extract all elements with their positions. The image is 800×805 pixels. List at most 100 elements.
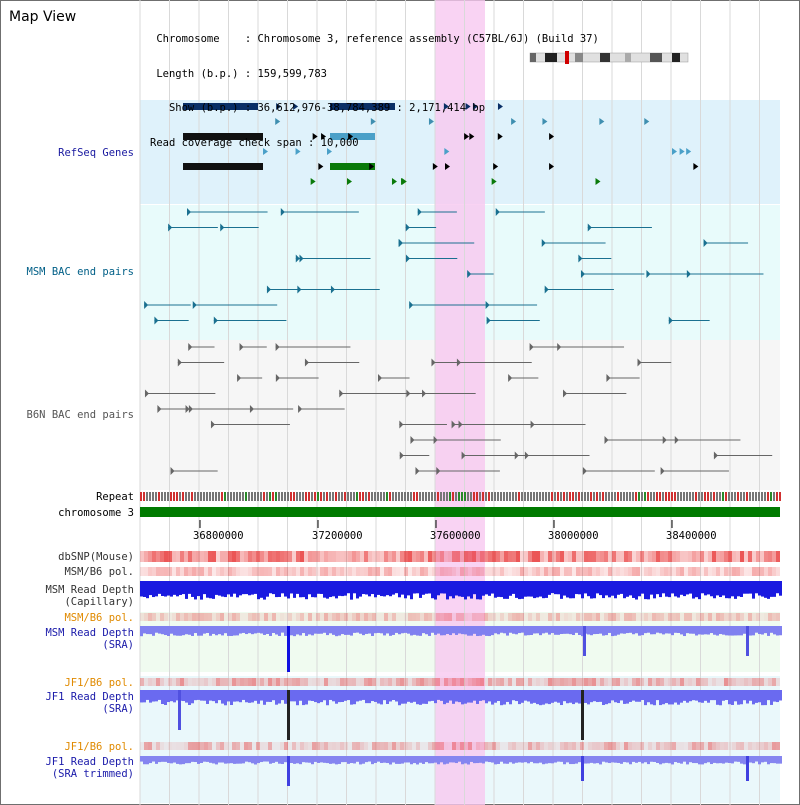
heat-segment (636, 678, 640, 686)
repeat-segment (236, 492, 238, 501)
heat-segment (360, 567, 364, 576)
track-label-jf1-depth-sra[interactable]: JF1 Read Depth (45, 691, 134, 703)
heat-segment (340, 613, 344, 621)
heat-segment (652, 551, 656, 562)
gene-arrow (293, 103, 299, 110)
track-label-jf1-b6-pol[interactable]: JF1/B6 pol. (64, 677, 134, 689)
heat-segment (508, 742, 512, 750)
depth-bar (209, 626, 212, 636)
heat-segment (480, 551, 484, 562)
gene-arrow (348, 133, 354, 140)
depth-bar (224, 690, 227, 706)
repeat-segment (356, 492, 358, 501)
track-label-msm-bac[interactable]: MSM BAC end pairs (26, 266, 134, 278)
track-label-msm-depth-cap[interactable]: MSM Read Depth (45, 584, 134, 596)
depth-bar (251, 626, 254, 635)
heat-segment (256, 567, 260, 576)
repeat-segment (608, 492, 610, 501)
repeat-segment (461, 492, 463, 501)
gene-arrow (465, 103, 471, 110)
depth-bar (356, 626, 359, 633)
depth-bar (380, 756, 383, 763)
track-label-refseq[interactable]: RefSeq Genes (58, 147, 134, 159)
heat-segment (672, 551, 676, 562)
depth-bar (707, 756, 710, 763)
heat-segment (588, 678, 592, 686)
track-label-b6n-bac[interactable]: B6N BAC end pairs (26, 409, 134, 421)
heat-segment (280, 742, 284, 750)
depth-bar (179, 756, 182, 765)
track-label-chromosome[interactable]: chromosome 3 (58, 507, 134, 519)
depth-bar (323, 626, 326, 633)
depth-bar (767, 756, 770, 765)
heat-segment (580, 678, 584, 686)
track-label-msm-depth-sra[interactable]: MSM Read Depth (45, 627, 134, 639)
depth-bar (674, 690, 677, 703)
bac-end-marker (239, 343, 244, 351)
heat-segment (588, 551, 592, 562)
depth-bar (263, 581, 266, 600)
depth-bar (455, 756, 458, 764)
heat-segment (252, 742, 256, 750)
track-label-jf1-depth-trim[interactable]: JF1 Read Depth (45, 756, 134, 768)
heat-segment (272, 567, 276, 576)
depth-bar (365, 581, 368, 595)
repeat-segment (314, 492, 316, 501)
heat-segment (408, 613, 412, 621)
depth-bar (188, 581, 191, 594)
track-label-repeat[interactable]: Repeat (96, 491, 134, 503)
depth-bar (590, 626, 593, 636)
depth-bar (563, 626, 566, 634)
depth-bar (206, 581, 209, 598)
depth-bar (599, 756, 602, 765)
track-label-msm-b6-pol[interactable]: MSM/B6 pol. (64, 566, 134, 578)
bac-end-marker (485, 301, 490, 309)
heat-segment (196, 551, 200, 562)
heat-segment (456, 567, 460, 576)
depth-bar (659, 756, 662, 765)
depth-bar (755, 626, 758, 633)
repeat-segment (500, 492, 502, 501)
depth-bar (269, 756, 272, 764)
heat-segment (748, 567, 752, 576)
depth-bar (329, 626, 332, 634)
depth-bar (164, 581, 167, 597)
depth-bar (152, 581, 155, 598)
repeat-segment (638, 492, 640, 501)
depth-bar (479, 626, 482, 636)
repeat-segment (596, 492, 598, 501)
bac-end-marker (266, 285, 271, 294)
depth-bar (269, 626, 272, 636)
depth-bar (653, 581, 656, 599)
heat-segment (184, 613, 188, 621)
heat-segment (736, 551, 740, 562)
heat-segment (312, 551, 316, 562)
heat-segment (504, 742, 508, 750)
heat-segment (568, 678, 572, 686)
depth-bar (650, 581, 653, 595)
track-label-msm-b6-pol-2[interactable]: MSM/B6 pol. (64, 612, 134, 624)
depth-bar (752, 756, 755, 764)
heat-segment (516, 567, 520, 576)
gene-arrow (352, 103, 358, 110)
heat-segment (592, 567, 596, 576)
depth-bar (770, 626, 773, 633)
depth-bar (545, 626, 548, 633)
heat-segment (664, 742, 668, 750)
repeat-segment (149, 492, 151, 501)
depth-bar (338, 756, 341, 764)
depth-bar (608, 690, 611, 704)
gene-arrow (327, 148, 333, 155)
heat-segment (328, 551, 332, 562)
depth-bar (239, 690, 242, 703)
gene-arrow (275, 118, 281, 125)
track-label-jf1-b6-pol-2[interactable]: JF1/B6 pol. (64, 741, 134, 753)
depth-bar (725, 581, 728, 599)
repeat-segment (770, 492, 772, 501)
depth-bar (416, 690, 419, 705)
depth-bar (467, 581, 470, 597)
heat-segment (416, 678, 420, 686)
heat-segment (712, 613, 716, 621)
depth-bar (410, 690, 413, 703)
track-label-dbsnp[interactable]: dbSNP(Mouse) (58, 551, 134, 563)
